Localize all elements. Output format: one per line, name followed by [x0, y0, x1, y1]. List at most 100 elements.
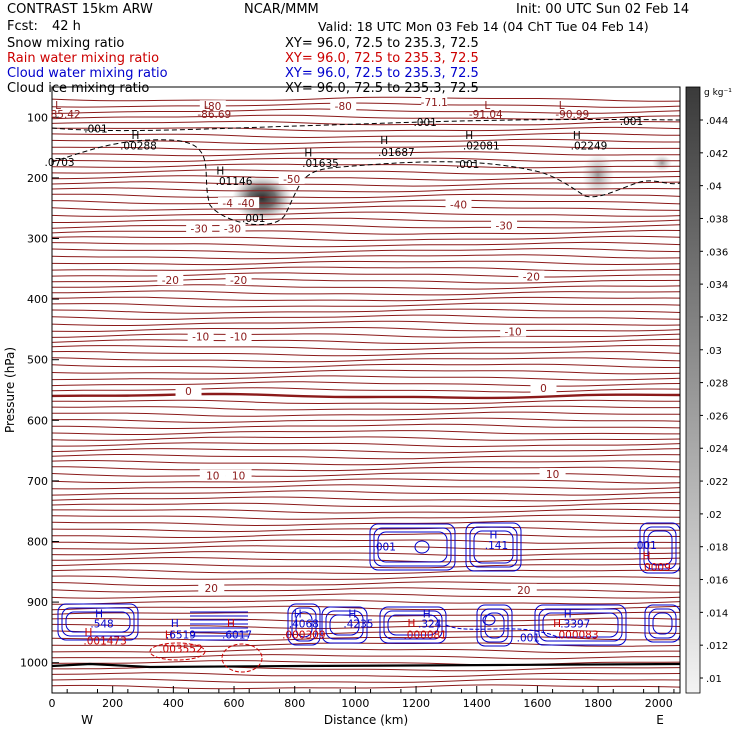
temperature-label-bg [278, 172, 305, 184]
temperature-contour-line [52, 260, 680, 266]
cloud-water-contour [476, 604, 513, 647]
temperature-contour-label: 0 [185, 386, 192, 398]
temperature-contour-line [52, 114, 680, 120]
temperature-contour-line [52, 593, 680, 599]
temperature-label-bg [225, 469, 252, 481]
x-tick-label: 1400 [463, 697, 491, 710]
legend-label: Cloud water mixing ratio [7, 66, 168, 81]
y-axis-label: Pressure (hPa) [3, 347, 17, 433]
temperature-contour-line [52, 102, 680, 108]
x-axis-label: Distance (km) [324, 713, 408, 727]
cloud-water-contour [57, 603, 139, 641]
temperature-contour-line [52, 211, 680, 217]
temperature-contour-line [52, 617, 680, 623]
extremum-label: H [171, 618, 179, 630]
temperature-label-bg [421, 95, 448, 107]
temperature-contour-line [52, 496, 680, 502]
colorbar-scale [685, 86, 701, 694]
east-label: E [656, 713, 664, 727]
cloud-water-contour [295, 611, 313, 638]
extremum-label: H [564, 608, 572, 620]
y-tick-label: 900 [27, 596, 48, 609]
temperature-label-bg [157, 274, 184, 286]
extremum-label: .001 [413, 117, 436, 129]
extremum-label: .001 [84, 123, 107, 135]
temperature-contour-line [52, 387, 680, 393]
colorbar-tick-label: .044 [706, 116, 728, 127]
plot-frame [51, 86, 681, 694]
temperature-contour-line [52, 478, 680, 484]
temperature-contour-line [52, 502, 680, 508]
snow-shade-edge [652, 155, 672, 171]
temperature-contour-line [52, 229, 680, 235]
colorbar-tick-label: .042 [706, 149, 728, 160]
temperature-contour-line [52, 430, 680, 435]
cloud-water-contour [469, 526, 518, 568]
temperature-contour-line [52, 175, 680, 181]
extremum-label: .4068 [289, 619, 319, 631]
temperature-label-bg [186, 222, 213, 234]
temperature-contour-label: -20 [230, 275, 247, 287]
cloud-water-contour [648, 608, 677, 639]
temperature-contour-line [52, 599, 680, 605]
cloud-water-contour [287, 603, 321, 646]
temperature-contour-label: 20 [205, 583, 218, 595]
extremum-label: H [294, 608, 302, 620]
temperature-contour-line [52, 459, 680, 466]
temperature-label-bg [225, 274, 252, 286]
temperature-contour-line [52, 350, 680, 357]
extremum-label: .0009 [641, 562, 671, 574]
temperature-contour-label: -20 [523, 271, 540, 283]
cloud-water-contour [480, 608, 509, 643]
temperature-contour-line [52, 296, 680, 302]
legend-label: Snow mixing ratio [7, 36, 125, 51]
west-label: W [81, 713, 93, 727]
temperature-contour-label: 0 [540, 383, 547, 395]
extremum-label: L [55, 100, 61, 112]
cloud-ice-contour [52, 118, 680, 132]
extremum-label: .00288 [120, 140, 157, 152]
temperature-contour-line [52, 381, 680, 387]
extremum-label: .6519 [166, 629, 196, 641]
extremum-label: L [559, 100, 565, 112]
cloud-water-contour [538, 608, 623, 642]
cloud-water-contour [473, 530, 514, 564]
legend-xy: XY= 96.0, 72.5 to 235.3, 72.5 [285, 81, 479, 96]
temperature-contour-line [52, 545, 680, 551]
temperature-contour-line [52, 284, 680, 290]
extremum-label: .003552 [159, 643, 202, 655]
temperature-contour-line [52, 569, 680, 575]
temperature-contour-line [52, 636, 680, 641]
temperature-contour-line [52, 399, 680, 405]
y-tick-label: 400 [27, 293, 48, 306]
temperature-contour-line [52, 392, 680, 400]
extremum-label: .000081 [403, 629, 446, 641]
temperature-label-bg [219, 222, 246, 234]
valid-time: Valid: 18 UTC Mon 03 Feb 14 (04 ChT Tue … [318, 19, 649, 34]
extremum-label: .548 [90, 619, 113, 631]
temperature-contour-line [52, 575, 680, 580]
temperature-contour-label: -10 [505, 327, 522, 339]
rain-water-contour [149, 642, 206, 661]
colorbar-tick-label: .014 [706, 608, 728, 619]
x-tick-label: 1000 [341, 697, 369, 710]
extremum-label: H [573, 130, 581, 142]
cloud-water-contour [387, 614, 439, 636]
colorbar-tick-label: .034 [706, 280, 728, 291]
legend-label: Cloud ice mixing ratio [7, 81, 150, 96]
temperature-contour-line [52, 199, 680, 205]
temperature-contour-line [52, 448, 680, 454]
temperature-label-bg [445, 198, 472, 210]
init-time: Init: 00 UTC Sun 02 Feb 14 [516, 2, 690, 17]
extremum-label: H [165, 629, 173, 641]
model-title: CONTRAST 15km ARW [7, 2, 153, 17]
temperature-contour-line [52, 308, 680, 314]
temperature-contour-label: -80 [204, 101, 221, 113]
colorbar-tick-label: .022 [706, 477, 728, 488]
cloud-water-contour [639, 522, 680, 574]
extremum-label: H [95, 608, 103, 620]
temperature-contour-line [52, 163, 680, 169]
temperature-contour-line [52, 605, 680, 611]
temperature-contour-label: 10 [206, 470, 219, 482]
temperature-contour-label: -20 [162, 275, 179, 287]
